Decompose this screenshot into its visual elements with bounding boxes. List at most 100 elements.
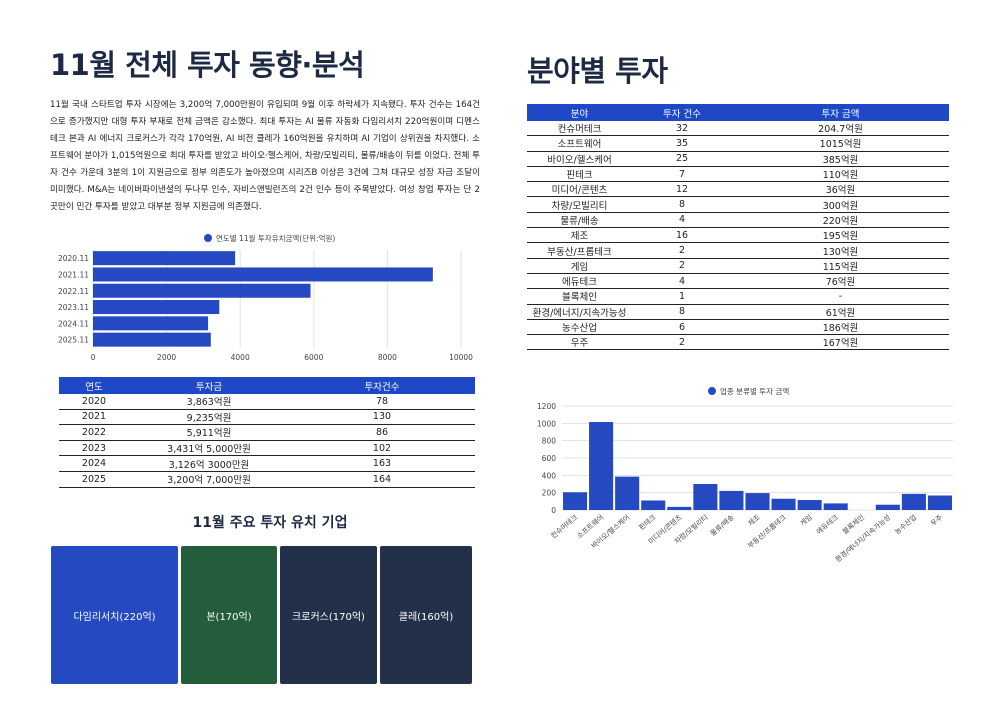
- x-tick-label: 농수산업: [893, 513, 919, 536]
- y-tick-label: 600: [542, 454, 557, 463]
- col-header-amount: 투자금: [129, 377, 289, 394]
- table-row: 바이오/헬스케어 25 385억원: [527, 151, 949, 167]
- company-tile-bon: 본(170억): [181, 546, 277, 684]
- table-cell: 2022: [59, 424, 129, 441]
- legend-label: 연도별 11월 투자유치금액(단위:억원): [216, 233, 335, 243]
- bar: [745, 493, 770, 510]
- table-cell: 2025: [59, 471, 129, 488]
- table-row: 핀테크 7 110억원: [527, 166, 949, 183]
- x-tick-label: 에듀테크: [814, 512, 840, 536]
- yearly-investment-chart: 연도별 11월 투자유치금액(단위:억원) 0 2000 4000 6000 8000 10…: [58, 233, 473, 362]
- table-cell: 2: [632, 334, 732, 351]
- table-cell: 1015억원: [732, 135, 949, 152]
- bar: [927, 495, 952, 510]
- y-tick-label: 2022.11: [58, 287, 89, 296]
- table-cell: 35: [632, 135, 732, 152]
- sector-investment-table: 분야 투자 건수 투자 금액 컨슈머테크 32 204.7억원 소프트웨어 35 1015…: [527, 104, 949, 351]
- x-tick-label: 0: [91, 353, 96, 362]
- table-row: 부동산/프롭테크 2 130억원: [527, 242, 949, 259]
- bar: [93, 316, 209, 331]
- bar: [93, 332, 211, 347]
- x-tick-label: 컨슈머테크: [549, 512, 580, 540]
- table-cell: 12: [632, 181, 732, 198]
- company-label: 크로커스(170억): [292, 611, 365, 623]
- bar: [93, 267, 433, 282]
- yearly-investment-table: 연도 투자금 투자건수 2020 3,863억원 78 2021 9,235억원 130 2…: [59, 377, 475, 488]
- table-cell: 바이오/헬스케어: [527, 151, 632, 167]
- table-header-row: 연도 투자금 투자건수: [59, 377, 475, 394]
- table-cell: 78: [289, 394, 475, 410]
- table-cell: 16: [632, 227, 732, 244]
- table-cell: 130: [289, 409, 475, 426]
- bar: [93, 300, 220, 315]
- table-cell: 9,235억원: [129, 409, 289, 426]
- table-cell: 4: [632, 212, 732, 229]
- table-row: 환경/에너지/지속가능성 8 61억원: [527, 304, 949, 320]
- page-title: 11월 전체 투자 동향·분석: [50, 48, 365, 82]
- bar: [563, 492, 588, 510]
- table-cell: 3,863억원: [129, 394, 289, 410]
- y-tick-label: 2024.11: [58, 319, 89, 328]
- table-row: 제조 16 195억원: [527, 227, 949, 244]
- table-cell: 에듀테크: [527, 273, 632, 290]
- table-row: 2025 3,200억 7,000만원 164: [59, 471, 475, 488]
- table-row: 2021 9,235억원 130: [59, 409, 475, 426]
- summary-paragraph: 11월 국내 스타트업 투자 시장에는 3,200억 7,000만원이 유입되며…: [50, 100, 480, 212]
- table-row: 에듀테크 4 76억원: [527, 273, 949, 290]
- y-tick-label: 2025.11: [58, 336, 89, 345]
- table-cell: 25: [632, 151, 732, 167]
- table-row: 2020 3,863억원 78: [59, 394, 475, 410]
- table-cell: 7: [632, 166, 732, 183]
- bar: [667, 506, 692, 510]
- table-cell: 3,200억 7,000만원: [129, 471, 289, 488]
- bar: [901, 493, 926, 510]
- x-tick-label: 2000: [157, 353, 176, 362]
- table-cell: 환경/에너지/지속가능성: [527, 304, 632, 320]
- table-row: 우주 2 167억원: [527, 334, 949, 351]
- table-cell: 167억원: [732, 334, 949, 351]
- table-cell: 163: [289, 455, 475, 472]
- x-tick-label: 제조: [747, 513, 762, 528]
- y-tick-label: 1000: [537, 419, 556, 428]
- table-cell: 핀테크: [527, 166, 632, 183]
- table-cell: 차량/모빌리티: [527, 196, 632, 213]
- col-header-sector-amount: 투자 금액: [732, 104, 949, 121]
- x-tick-label: 6000: [304, 353, 323, 362]
- table-cell: -: [732, 288, 949, 305]
- table-row: 2023 3,431억 5,000만원 102: [59, 440, 475, 457]
- x-tick-label: 핀테크: [637, 512, 658, 532]
- table-row: 미디어/콘텐츠 12 36억원: [527, 181, 949, 198]
- table-cell: 블록체인: [527, 288, 632, 305]
- bar: [771, 498, 796, 510]
- table-cell: 32: [632, 121, 732, 137]
- table-cell: 204.7억원: [732, 121, 949, 137]
- table-cell: 61억원: [732, 304, 949, 320]
- legend-marker: [708, 387, 716, 395]
- legend-marker: [204, 234, 212, 242]
- bar: [797, 500, 822, 510]
- company-tile-crocus: 크로커스(170억): [280, 546, 377, 684]
- col-header-count: 투자건수: [289, 377, 475, 394]
- table-row: 소프트웨어 35 1015억원: [527, 135, 949, 152]
- y-tick-label: 200: [542, 489, 557, 498]
- y-tick-label: 800: [542, 437, 557, 446]
- table-cell: 300억원: [732, 196, 949, 213]
- table-cell: 컨슈머테크: [527, 121, 632, 137]
- table-cell: 36억원: [732, 181, 949, 198]
- table-cell: 115억원: [732, 258, 949, 274]
- table-cell: 6: [632, 319, 732, 336]
- table-cell: 게임: [527, 258, 632, 274]
- table-cell: 제조: [527, 227, 632, 244]
- table-cell: 소프트웨어: [527, 135, 632, 152]
- table-cell: 2020: [59, 394, 129, 410]
- table-cell: 186억원: [732, 319, 949, 336]
- table-cell: 4: [632, 273, 732, 290]
- sector-investment-chart: 업종 분류별 투자 금액020040060080010001200컨슈머테크소프…: [537, 386, 953, 564]
- table-cell: 2024: [59, 455, 129, 472]
- table-cell: 1: [632, 288, 732, 305]
- table-cell: 195억원: [732, 227, 949, 244]
- company-tile-daim: 다임리서치(220억): [51, 546, 178, 684]
- x-tick-label: 8000: [378, 353, 397, 362]
- bar: [641, 500, 666, 510]
- table-cell: 385억원: [732, 151, 949, 167]
